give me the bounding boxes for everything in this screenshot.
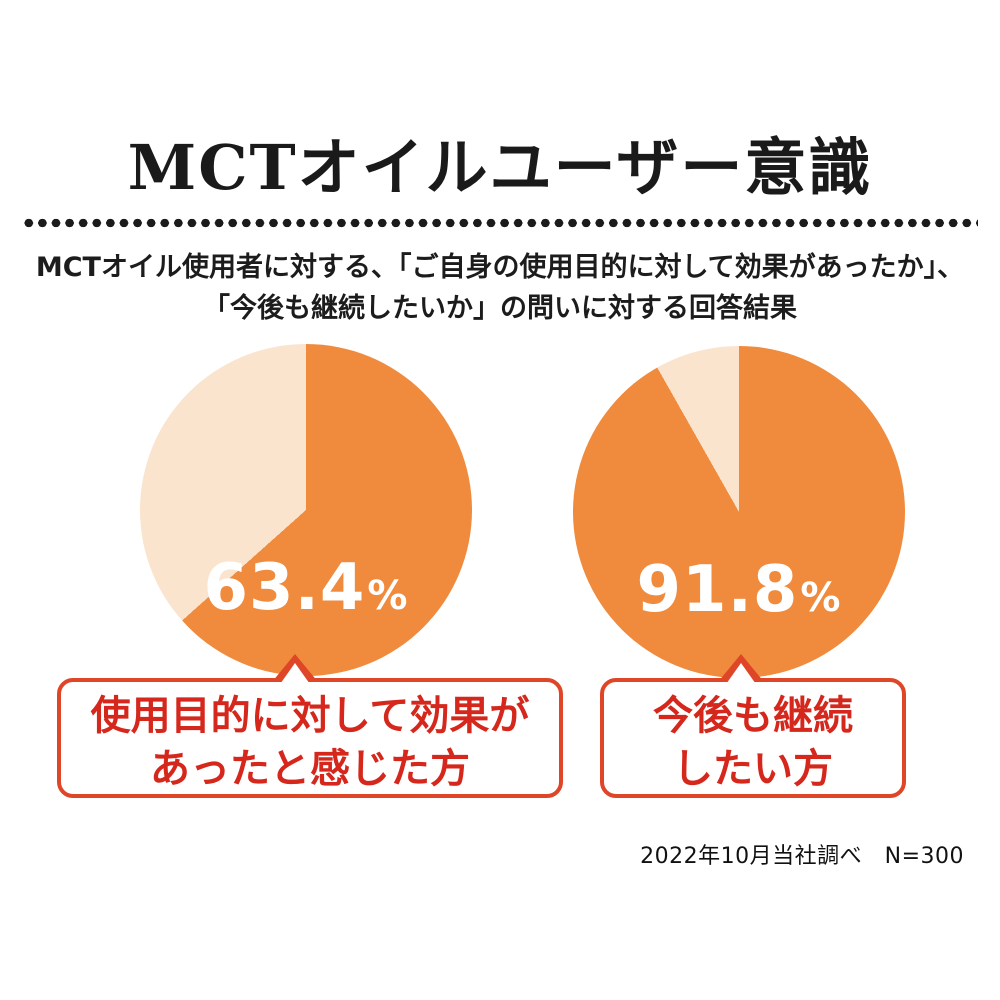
- percent-sign: %: [800, 575, 842, 621]
- callout-continue-line2: したい方: [673, 745, 833, 792]
- callout-tail-icon: [272, 654, 319, 687]
- dotted-divider: [22, 218, 978, 228]
- callout-effectiveness-line2: あったと感じた方: [150, 745, 470, 792]
- percent-sign: %: [367, 573, 409, 619]
- survey-note: 2022年10月当社調べ N=300: [640, 844, 964, 869]
- survey-description: MCTオイル使用者に対する、「ご自身の使用目的に対して効果があったか」、 「今後…: [0, 248, 1000, 329]
- pie-value-number: 63.4: [203, 551, 366, 625]
- pie-value-effectiveness: 63.4%: [140, 556, 472, 620]
- survey-description-line2: 「今後も継続したいか」の問いに対する回答結果: [203, 292, 797, 324]
- callout-tail-icon: [718, 654, 765, 687]
- page-title: MCTオイルユーザー意識: [127, 131, 873, 204]
- pie-value-continue: 91.8%: [573, 558, 905, 622]
- callout-effectiveness-line1: 使用目的に対して効果が: [90, 693, 530, 739]
- pie-chart-effectiveness: 63.4%: [140, 344, 472, 676]
- callout-continue: 今後も継続 したい方: [600, 654, 906, 798]
- pie-chart-continue: 91.8%: [573, 346, 905, 678]
- callout-effectiveness: 使用目的に対して効果が あったと感じた方: [57, 654, 563, 798]
- callout-continue-line1: 今後も継続: [653, 693, 853, 739]
- survey-description-line1: MCTオイル使用者に対する、「ご自身の使用目的に対して効果があったか」、: [35, 252, 965, 283]
- pie-value-number: 91.8: [636, 553, 799, 627]
